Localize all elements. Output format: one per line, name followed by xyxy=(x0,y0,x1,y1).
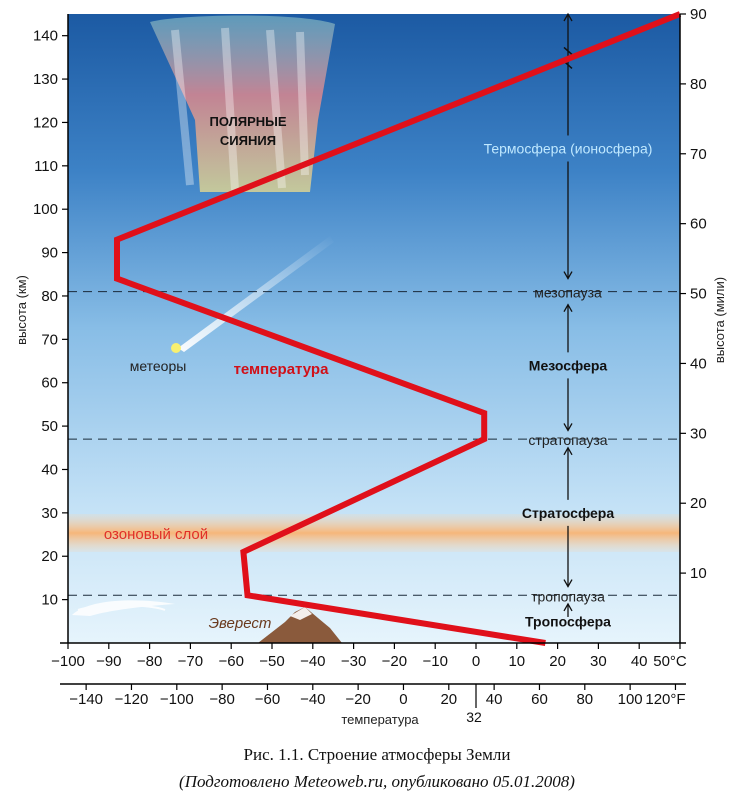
boundary-lines xyxy=(68,291,680,596)
y-tick-label-km: 20 xyxy=(41,548,58,565)
x-tick-label-f: −20 xyxy=(345,691,370,708)
x-tick-label-c: −10 xyxy=(422,653,447,670)
y-tick-label-km: 70 xyxy=(41,331,58,348)
arrow-head-up xyxy=(563,446,573,456)
atmosphere-chart: 1020304050607080901001101201301401020304… xyxy=(14,6,727,727)
x-tick-label-f: 0 xyxy=(399,691,407,708)
meteor-head xyxy=(171,343,181,353)
axes xyxy=(60,14,686,685)
layer-label: Мезосфера xyxy=(529,357,608,373)
ozone-label: озоновый слой xyxy=(104,526,208,543)
x-tick-label-f: 80 xyxy=(576,691,593,708)
x-tick-label-c: 20 xyxy=(549,653,566,670)
y-tick-label-km: 120 xyxy=(33,114,58,131)
figure-source: (Подготовлено Meteoweb.ru, опубликовано … xyxy=(179,772,575,791)
y-tick-label-km: 80 xyxy=(41,288,58,305)
y-tick-label-miles: 10 xyxy=(690,565,707,582)
meteors-label: метеоры xyxy=(130,358,187,374)
y-tick-label-miles: 70 xyxy=(690,146,707,163)
x-tick-label-c: −40 xyxy=(300,653,325,670)
x-tick-label-c: 0 xyxy=(472,653,480,670)
layer-label: Тропосфера xyxy=(525,613,611,629)
x-tick-label-c: 30 xyxy=(590,653,607,670)
x-tick-label-c: −50 xyxy=(259,653,284,670)
x-tick-label-c: −20 xyxy=(382,653,407,670)
aurora-label-line1: ПОЛЯРНЫЕ xyxy=(209,114,286,129)
cloud xyxy=(72,600,175,616)
y-tick-label-miles: 40 xyxy=(690,355,707,372)
aurora xyxy=(150,15,335,192)
y-axis-label-left: высота (км) xyxy=(14,275,29,345)
arrow-head-down xyxy=(563,423,573,432)
everest-mountain xyxy=(258,607,342,643)
x-tick-label-c: 40 xyxy=(631,653,648,670)
x-tick-label-c: −80 xyxy=(137,653,162,670)
y-tick-label-km: 30 xyxy=(41,505,58,522)
arrow-head-down xyxy=(563,271,573,280)
y-tick-label-miles: 60 xyxy=(690,216,707,233)
x-tick-label-f: 120°F xyxy=(645,691,685,708)
ozone-layer-band xyxy=(68,514,680,552)
y-tick-label-miles: 80 xyxy=(690,76,707,93)
y-tick-label-km: 10 xyxy=(41,592,58,609)
y-tick-label-km: 50 xyxy=(41,418,58,435)
y-tick-label-km: 40 xyxy=(41,461,58,478)
y-tick-label-miles: 30 xyxy=(690,425,707,442)
y-tick-label-miles: 50 xyxy=(690,286,707,303)
y-axis-label-right: высота (мили) xyxy=(712,277,727,363)
x-tick-label-c: 50°C xyxy=(653,653,687,670)
y-tick-label-km: 60 xyxy=(41,375,58,392)
layer-label: Термосфера (ионосфера) xyxy=(484,140,653,156)
y-tick-label-km: 130 xyxy=(33,71,58,88)
everest-label: Эверест xyxy=(209,615,272,632)
x-tick-label-c: −30 xyxy=(341,653,366,670)
y-tick-label-miles: 90 xyxy=(690,6,707,23)
layer-label: Стратосфера xyxy=(522,505,615,521)
arrow-head-down xyxy=(563,579,573,588)
aurora-label-line2: СИЯНИЯ xyxy=(220,133,276,148)
x-tick-label-f: −100 xyxy=(160,691,194,708)
y-tick-label-km: 110 xyxy=(34,158,58,175)
y-tick-label-km: 140 xyxy=(33,28,58,45)
meteor xyxy=(171,236,334,353)
temperature-line xyxy=(114,11,682,646)
arrow-head-up xyxy=(563,303,573,312)
x-tick-label-c: −100 xyxy=(51,653,85,670)
x-tick-label-f: −80 xyxy=(209,691,234,708)
arrow-head-up xyxy=(563,12,573,22)
figure-caption: Рис. 1.1. Строение атмосферы Земли xyxy=(243,745,511,764)
x-axis-label: температура xyxy=(341,712,419,727)
arrow-head-up xyxy=(563,602,573,612)
x-tick-label-c: 10 xyxy=(508,653,525,670)
x-tick-label-f-32: 32 xyxy=(466,709,482,725)
x-tick-label-f: 60 xyxy=(531,691,548,708)
x-tick-label-f: −120 xyxy=(115,691,149,708)
x-tick-label-f: −140 xyxy=(69,691,103,708)
y-tick-label-km: 100 xyxy=(33,201,58,218)
temperature-label: температура xyxy=(234,361,330,378)
x-tick-label-c: −90 xyxy=(96,653,121,670)
y-tick-label-miles: 20 xyxy=(690,495,707,512)
x-tick-label-f: 100 xyxy=(618,691,643,708)
x-tick-label-f: −60 xyxy=(255,691,280,708)
layer-labels: тропопауза стратопауза мезопауза Тропосфера… xyxy=(484,140,653,629)
boundary-label: стратопауза xyxy=(528,432,607,448)
annotations: ПОЛЯРНЫЕ СИЯНИЯ метеоры температура озон… xyxy=(104,114,329,632)
x-tick-label-f: 40 xyxy=(486,691,503,708)
layer-arrow xyxy=(561,12,575,617)
y-tick-label-km: 90 xyxy=(41,245,58,262)
axis-ticks: 1020304050607080901001101201301401020304… xyxy=(33,6,707,725)
boundary-label: мезопауза xyxy=(534,285,602,301)
x-tick-label-c: −60 xyxy=(218,653,243,670)
boundary-label: тропопауза xyxy=(531,588,605,604)
x-tick-label-c: −70 xyxy=(178,653,203,670)
x-tick-label-f: 20 xyxy=(440,691,457,708)
x-tick-label-f: −40 xyxy=(300,691,325,708)
